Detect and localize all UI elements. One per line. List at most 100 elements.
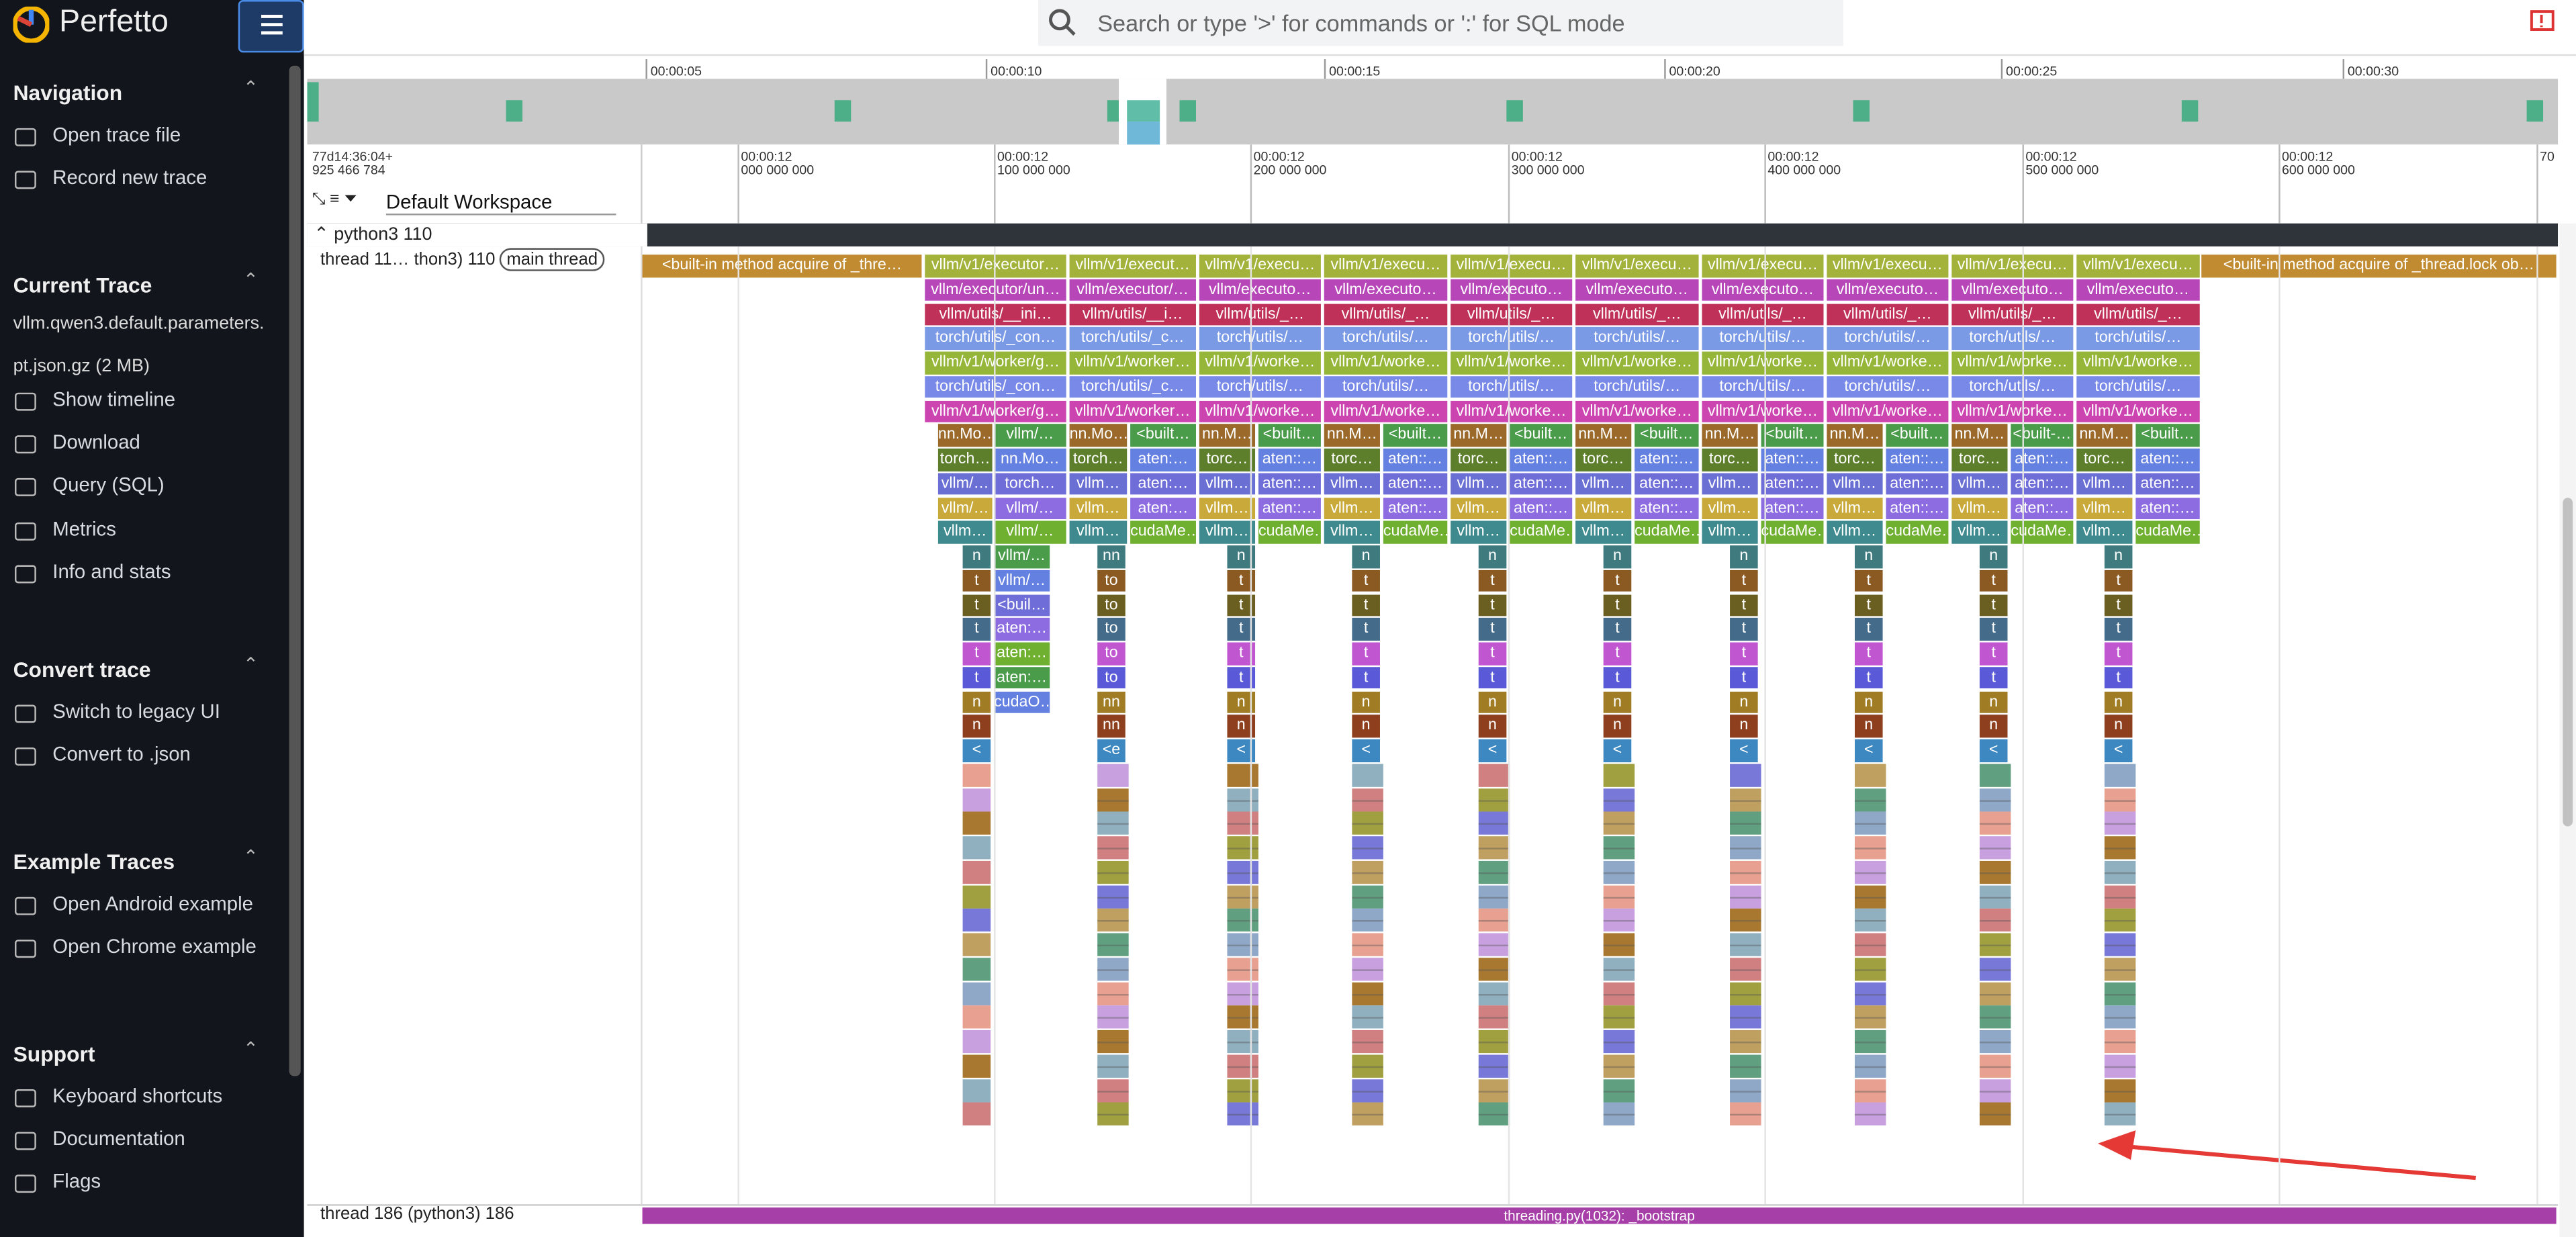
slice[interactable]: vllm/executo… [1951, 279, 2074, 302]
slice[interactable]: < [1730, 739, 1758, 762]
slice[interactable]: vllm/v1/execu… [1199, 255, 1321, 277]
slice[interactable]: aten::… [2135, 448, 2200, 471]
slice[interactable]: vllm/v1/worke… [1575, 400, 1699, 422]
slice[interactable]: t [962, 594, 991, 616]
slice[interactable]: vllm… [1451, 497, 1507, 520]
feedback-icon[interactable] [2530, 10, 2556, 36]
slice[interactable]: <built-in method acquire of _thread.lock… [2201, 255, 2557, 277]
slice[interactable]: torch/utils/… [1951, 375, 2074, 398]
slice[interactable]: t [1478, 666, 1507, 689]
slice[interactable]: vllm/… [994, 569, 1050, 592]
menu-item[interactable]: Info and stats [52, 559, 171, 583]
slice[interactable]: aten::… [1383, 472, 1448, 495]
slice[interactable]: to [1097, 594, 1125, 616]
slice[interactable]: torc… [1575, 448, 1632, 471]
slice[interactable]: vllm… [1951, 472, 2008, 495]
slice[interactable]: vllm… [1575, 472, 1632, 495]
slice[interactable]: torch… [994, 472, 1066, 495]
slice[interactable]: vllm… [1827, 497, 1883, 520]
slice[interactable]: vllm/v1/worke… [1451, 400, 1573, 422]
slice[interactable]: n [1603, 545, 1632, 568]
slice[interactable]: vllm/utils/_… [1199, 303, 1321, 326]
slice[interactable]: to [1097, 642, 1125, 665]
section-title[interactable]: Navigation [13, 80, 123, 105]
slice[interactable]: cudaMe… [2135, 521, 2200, 544]
menu-item[interactable]: Record new trace [52, 166, 208, 189]
slice[interactable]: aten::… [1258, 497, 1321, 520]
slice[interactable]: vllm/v1/worke… [1702, 400, 1824, 422]
slice[interactable]: torch/utils/… [1951, 327, 2074, 350]
section-title[interactable]: Convert trace [13, 657, 151, 682]
slice[interactable]: threading.py(1032): _bootstrap [642, 1207, 2557, 1224]
slice[interactable]: aten::… [1635, 497, 1699, 520]
slice[interactable]: vllm/… [994, 521, 1066, 544]
slice[interactable]: aten::… [1510, 472, 1573, 495]
slice[interactable]: vllm/v1/worke… [1575, 351, 1699, 374]
process-name[interactable]: ⌃ python3 110 [307, 223, 647, 246]
slice[interactable]: nn.M… [1324, 424, 1380, 447]
slice[interactable]: n [1979, 690, 2008, 713]
slice[interactable]: vllm/utils/_… [1951, 303, 2074, 326]
slice[interactable]: aten::… [2135, 472, 2200, 495]
menu-item[interactable]: Documentation [52, 1127, 185, 1150]
slice[interactable]: aten::… [1761, 448, 1824, 471]
slice[interactable]: aten::… [1635, 448, 1699, 471]
slice[interactable]: torc… [1324, 448, 1380, 471]
slice[interactable]: vllm/executo… [1324, 279, 1448, 302]
slice[interactable]: torch… [937, 448, 993, 471]
slice[interactable]: vllm… [937, 521, 993, 544]
slice[interactable]: t [1603, 642, 1632, 665]
slice[interactable]: vllm/v1/worke… [1951, 400, 2074, 422]
slice[interactable]: nn.M… [1451, 424, 1507, 447]
slice[interactable]: vllm… [1827, 472, 1883, 495]
slice[interactable]: n [1478, 545, 1507, 568]
slice[interactable]: vllm… [1451, 521, 1507, 544]
slice[interactable]: n [1854, 690, 1883, 713]
slice[interactable]: n [962, 690, 991, 713]
slice[interactable]: t [1730, 594, 1758, 616]
slice[interactable]: torch/utils/_con… [925, 375, 1066, 398]
slice[interactable]: aten:… [1130, 448, 1196, 471]
slice[interactable]: t [2104, 569, 2133, 592]
section-title[interactable]: Support [13, 1042, 95, 1066]
slice[interactable]: vllm… [1324, 497, 1380, 520]
slice[interactable]: vllm… [1575, 521, 1632, 544]
slice[interactable]: vllm/utils/_… [1702, 303, 1824, 326]
slice[interactable]: t [1352, 569, 1380, 592]
slice[interactable]: t [1603, 618, 1632, 641]
slice[interactable]: vllm/… [994, 424, 1066, 447]
slice[interactable]: <built… [1510, 424, 1573, 447]
slice[interactable]: nn [1097, 545, 1125, 568]
slice[interactable]: t [1979, 594, 2008, 616]
slice[interactable]: n [1979, 545, 2008, 568]
slice[interactable]: < [1603, 739, 1632, 762]
slice[interactable]: t [1478, 642, 1507, 665]
slice[interactable]: t [2104, 666, 2133, 689]
slice[interactable]: aten::… [1510, 448, 1573, 471]
slice[interactable]: vllm… [1199, 521, 1256, 544]
slice[interactable]: <built… [1886, 424, 1949, 447]
slice[interactable]: aten:… [994, 642, 1050, 665]
slice[interactable]: vllm/v1/execu… [1451, 255, 1573, 277]
slice[interactable]: vllm/v1/worker/g… [925, 400, 1066, 422]
slice[interactable]: vllm/v1/worke… [1702, 351, 1824, 374]
slice[interactable]: nn [1097, 715, 1125, 737]
slice[interactable]: vllm/utils/_… [1324, 303, 1448, 326]
slice[interactable]: vllm/executo… [1702, 279, 1824, 302]
slice[interactable]: vllm… [1069, 472, 1128, 495]
slice[interactable]: vllm/v1/worker… [1069, 351, 1196, 374]
slice[interactable]: vllm/v1/worke… [1951, 351, 2074, 374]
slice[interactable]: aten::… [1635, 472, 1699, 495]
slice[interactable]: vllm/v1/worke… [1199, 351, 1321, 374]
slice[interactable]: vllm/v1/worker… [1069, 400, 1196, 422]
slice[interactable]: t [1352, 666, 1380, 689]
slice[interactable]: t [962, 666, 991, 689]
slice[interactable]: cudaMe… [1130, 521, 1196, 544]
slice[interactable]: t [1979, 642, 2008, 665]
slice[interactable]: aten:… [994, 618, 1050, 641]
slice[interactable]: t [962, 618, 991, 641]
slice[interactable]: torc… [1702, 448, 1758, 471]
slice[interactable]: aten:… [1130, 472, 1196, 495]
menu-item[interactable]: Switch to legacy UI [52, 700, 220, 723]
slice[interactable]: torch/utils/… [1702, 327, 1824, 350]
